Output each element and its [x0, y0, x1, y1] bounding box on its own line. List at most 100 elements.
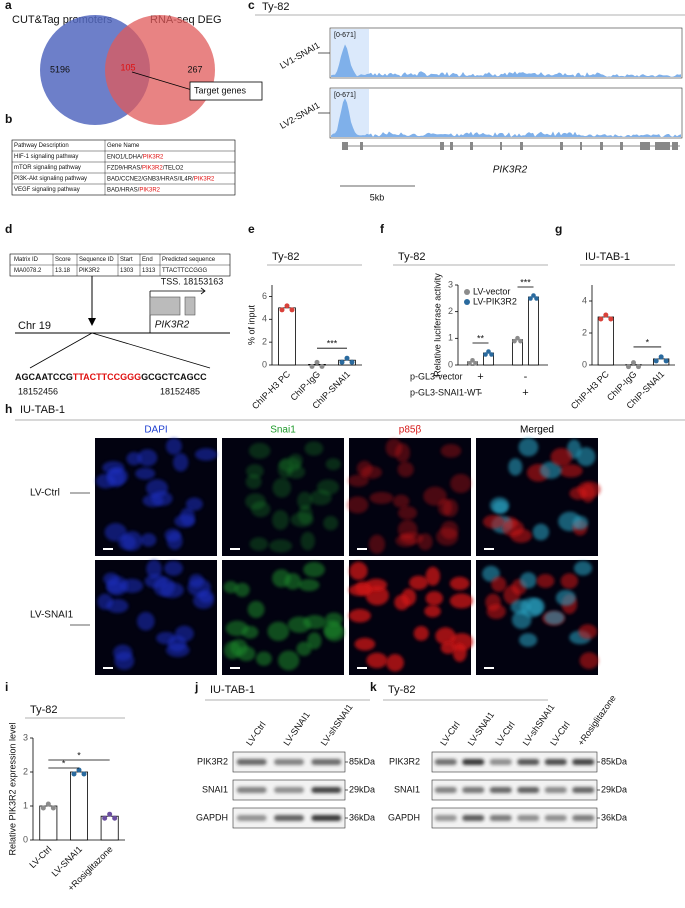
- cell: [272, 478, 292, 498]
- band: [434, 759, 457, 765]
- cell: [284, 573, 302, 590]
- count: 5196: [50, 64, 70, 74]
- table-cell: MA0078.2: [14, 268, 42, 274]
- cell: [572, 515, 589, 530]
- data-point: [81, 771, 87, 777]
- cell: [510, 599, 531, 615]
- cell-line: Ty-82: [262, 1, 290, 13]
- cell: [425, 591, 444, 606]
- cell: [136, 611, 155, 631]
- gene-name: PIK3R2: [493, 165, 528, 176]
- table-cell: 1303: [120, 268, 134, 274]
- data-point: [107, 811, 113, 817]
- cell: [303, 561, 325, 578]
- cell: [269, 539, 293, 553]
- cell: [247, 600, 265, 618]
- scale-bar: [230, 667, 240, 669]
- table-header: Pathway Description: [14, 143, 69, 149]
- gene-text: /TELO2: [163, 165, 184, 171]
- condition-sign: -: [524, 371, 528, 383]
- cell: [508, 458, 523, 476]
- y-tick-label: 6: [262, 291, 267, 301]
- cell: [225, 620, 249, 637]
- table-cell: ENO1/LDHA/PIK3R2: [107, 154, 164, 160]
- arrowhead: [88, 318, 96, 326]
- band: [434, 787, 457, 793]
- significance: *: [77, 750, 81, 760]
- gene-box: [149, 296, 181, 316]
- gene-text: BAD/CCNE2/GNB3/HRAS/IL4R/: [107, 176, 194, 182]
- legend-marker: [464, 299, 470, 305]
- cell: [578, 624, 598, 640]
- track-frame: [329, 87, 683, 139]
- data-point: [284, 303, 290, 309]
- significance: *: [646, 337, 650, 347]
- significance: **: [477, 333, 485, 343]
- cell: [296, 641, 312, 657]
- table-cell: TTACTTCCGGG: [162, 268, 208, 274]
- cell: [486, 604, 506, 620]
- data-point: [631, 360, 636, 366]
- motif: TTACTTCCGGG: [73, 372, 141, 382]
- scale-bar: [484, 667, 494, 669]
- cell: [347, 474, 369, 487]
- cell: [174, 514, 196, 528]
- band: [572, 787, 595, 793]
- protein-size: 85kDa: [601, 756, 627, 766]
- exon: [342, 142, 348, 150]
- data-point: [603, 312, 609, 318]
- lane-label: LV-SNAI1: [466, 710, 496, 748]
- table-cell: mTOR signaling pathway: [14, 165, 81, 171]
- panel-label: h: [5, 402, 12, 416]
- callout-box: [189, 81, 263, 101]
- data-point: [45, 801, 51, 807]
- cell: [394, 594, 410, 611]
- band: [311, 815, 342, 821]
- channel-title: p85β: [399, 425, 422, 436]
- data-point: [50, 805, 56, 811]
- cell: [126, 451, 142, 466]
- cell: [397, 506, 418, 520]
- table-cell: FZD9/HRAS/PIK3R2/TELO2: [107, 165, 184, 171]
- exon: [640, 142, 650, 150]
- bar: [70, 771, 88, 841]
- sequence: AGCAATCCGTTACTTCCGGGGCGCTCAGCC: [15, 372, 207, 382]
- band: [434, 815, 457, 821]
- cell: [435, 627, 456, 645]
- scale-bar: [357, 548, 367, 550]
- channel-title: DAPI: [144, 425, 167, 436]
- cell: [436, 527, 459, 546]
- cell: [185, 497, 203, 511]
- band: [462, 815, 485, 821]
- cell: [368, 534, 386, 554]
- cell: [348, 584, 372, 597]
- panel-label: d: [5, 222, 12, 236]
- cell: [423, 486, 447, 506]
- table-cell: BAD/CCNE2/GNB3/HRAS/IL4R/PIK3R2: [107, 176, 215, 182]
- band: [462, 759, 485, 765]
- panel-label: i: [5, 680, 8, 694]
- cell: [165, 437, 182, 455]
- band: [572, 759, 595, 765]
- cell: [325, 612, 343, 627]
- cell: [573, 560, 593, 576]
- track-name: LV1-SNAI1: [278, 40, 321, 71]
- protein-name: PIK3R2: [389, 756, 420, 766]
- cell: [349, 561, 368, 581]
- chromosome: Chr 19: [18, 320, 51, 332]
- cell: [164, 560, 183, 576]
- scale-bar: [357, 667, 367, 669]
- y-tick-label: 0: [582, 359, 587, 369]
- cell: [234, 582, 250, 597]
- table-cell: PIK3R2: [79, 268, 100, 274]
- gene-highlight: PIK3R2: [142, 165, 163, 171]
- cell-line: IU-TAB-1: [210, 684, 255, 696]
- cell: [392, 494, 410, 508]
- cell: [114, 651, 135, 670]
- table-header: Matrix ID: [14, 257, 39, 263]
- condition-label: p-GL3-SNAI1-WT: [410, 387, 482, 397]
- protein-size: 36kDa: [601, 812, 627, 822]
- lane-label: +Rosiglitazone: [576, 693, 618, 747]
- cell: [369, 491, 394, 505]
- panel-label: j: [194, 680, 198, 694]
